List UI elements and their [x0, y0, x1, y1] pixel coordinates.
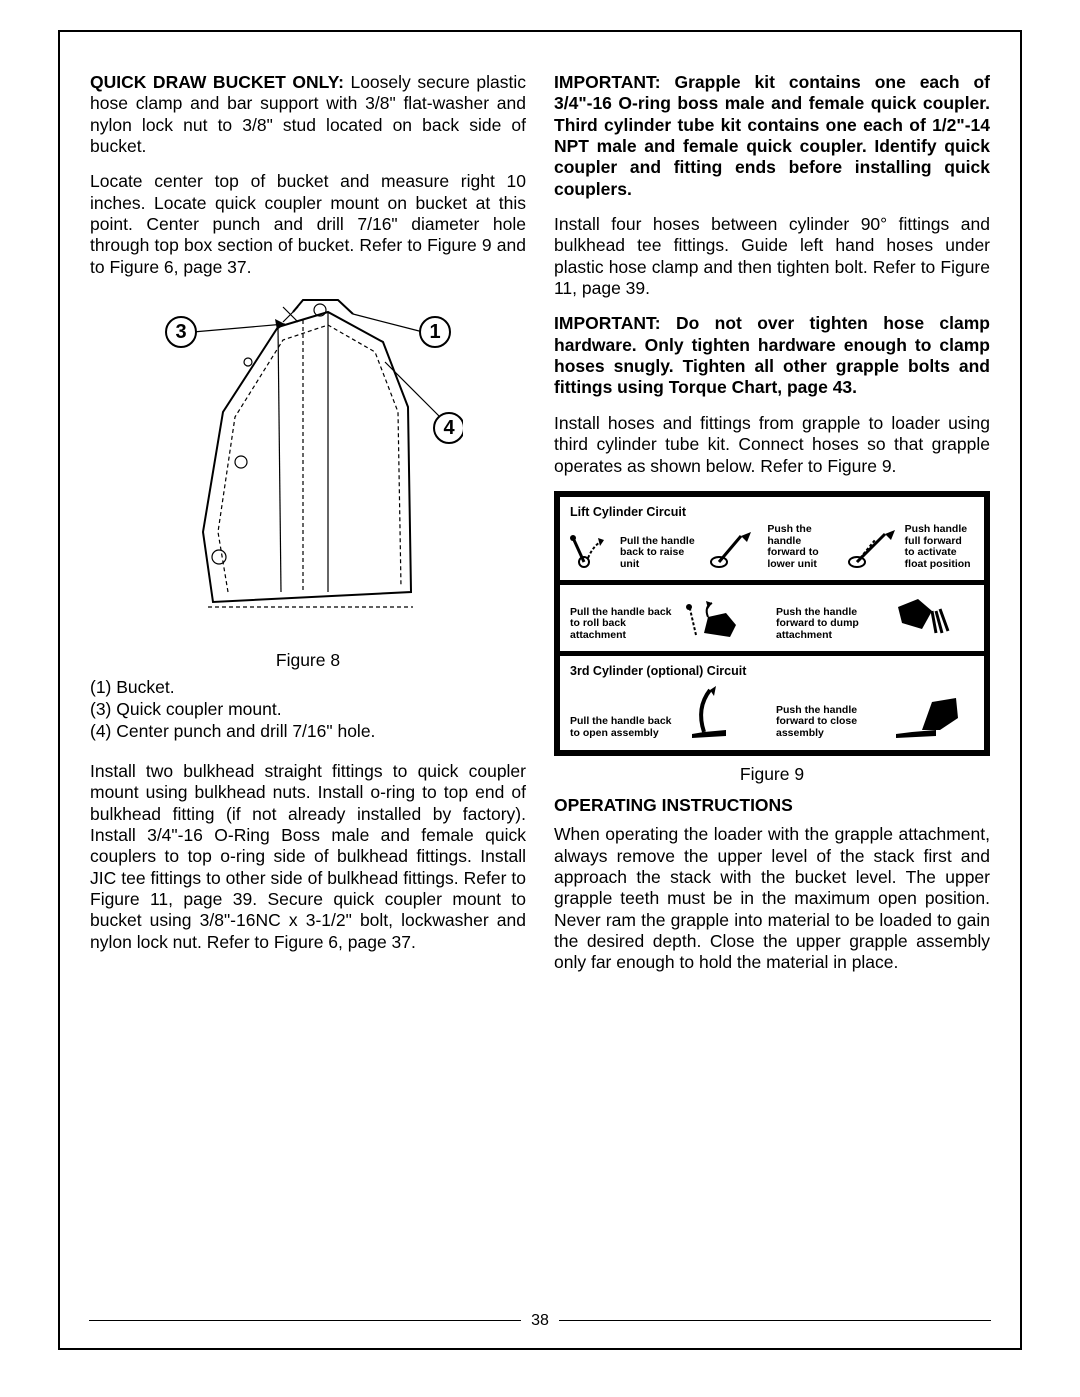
fig9-label-float: Push handle full forward to activate flo…	[905, 524, 974, 570]
para-quickdraw: QUICK DRAW BUCKET ONLY: Loosely secure p…	[90, 72, 526, 157]
fig9-cell-open: Pull the handle back to open assembly	[570, 684, 768, 740]
fig9-label-rollback: Pull the handle back to roll back attach…	[570, 607, 680, 642]
callout-3: 3	[175, 321, 186, 343]
right-column: IMPORTANT: Grapple kit contains one each…	[554, 72, 990, 988]
fig9-row-3rd-title: 3rd Cylinder (optional) Circuit	[570, 664, 974, 679]
figure-9: Lift Cylinder Circuit	[554, 491, 990, 756]
grapple-close-icon	[892, 684, 962, 740]
lever-back-icon	[570, 530, 614, 570]
fig9-label-open: Pull the handle back to open assembly	[570, 716, 680, 739]
fig9-row-3rd: 3rd Cylinder (optional) Circuit Pull the…	[560, 656, 984, 749]
para-bulkhead: Install two bulkhead straight fittings t…	[90, 761, 526, 953]
callout-1: 1	[429, 321, 440, 343]
fig9-cell-close: Push the handle forward to close assembl…	[776, 684, 974, 740]
fig9-cell-rollback: Pull the handle back to roll back attach…	[570, 595, 768, 641]
para-locate: Locate center top of bucket and measure …	[90, 171, 526, 278]
quickdraw-lead: QUICK DRAW BUCKET ONLY:	[90, 72, 344, 92]
important-2: IMPORTANT: Do not over tighten hose clam…	[554, 313, 990, 398]
fig9-cell-dump: Push the handle forward to dump attachme…	[776, 593, 974, 641]
bucket-dump-icon	[892, 593, 954, 641]
figure-8: 3 1 4	[90, 292, 526, 642]
fig9-row-lift: Lift Cylinder Circuit	[560, 497, 984, 585]
grapple-open-icon	[686, 684, 750, 740]
fig9-label-dump: Push the handle forward to dump attachme…	[776, 607, 886, 642]
legend-3: (3) Quick coupler mount.	[90, 699, 526, 721]
figure-8-svg: 3 1 4	[153, 292, 463, 642]
fig9-cell-lower: Push the handle forward to lower unit	[707, 524, 836, 570]
fig9-row-roll: Pull the handle back to roll back attach…	[560, 585, 984, 656]
fig9-label-lower: Push the handle forward to lower unit	[767, 524, 836, 570]
fig9-label-close: Push the handle forward to close assembl…	[776, 705, 886, 740]
page-frame: QUICK DRAW BUCKET ONLY: Loosely secure p…	[58, 30, 1022, 1350]
operating-head: OPERATING INSTRUCTIONS	[554, 795, 990, 816]
page-content: QUICK DRAW BUCKET ONLY: Loosely secure p…	[60, 32, 1020, 988]
page-number: 38	[60, 1312, 1020, 1330]
callout-4: 4	[443, 417, 455, 439]
figure-9-caption: Figure 9	[554, 764, 990, 785]
fig9-label-raise: Pull the handle back to raise unit	[620, 536, 699, 571]
para-install: Install hoses and fittings from grapple …	[554, 413, 990, 477]
para-hoses: Install four hoses between cylinder 90° …	[554, 214, 990, 299]
para-operating: When operating the loader with the grapp…	[554, 824, 990, 973]
bucket-rollback-icon	[686, 595, 742, 641]
fig9-cell-raise: Pull the handle back to raise unit	[570, 530, 699, 570]
figure-8-caption: Figure 8	[90, 650, 526, 671]
figure-8-legend: (1) Bucket. (3) Quick coupler mount. (4)…	[90, 677, 526, 743]
important-1: IMPORTANT: Grapple kit contains one each…	[554, 72, 990, 200]
fig9-row-lift-title: Lift Cylinder Circuit	[570, 505, 974, 520]
page-number-value: 38	[531, 1312, 549, 1329]
legend-4: (4) Center punch and drill 7/16" hole.	[90, 721, 526, 743]
legend-1: (1) Bucket.	[90, 677, 526, 699]
left-column: QUICK DRAW BUCKET ONLY: Loosely secure p…	[90, 72, 526, 988]
lever-float-icon	[845, 530, 899, 570]
fig9-cell-float: Push handle full forward to activate flo…	[845, 524, 974, 570]
lever-fwd-icon	[707, 530, 761, 570]
